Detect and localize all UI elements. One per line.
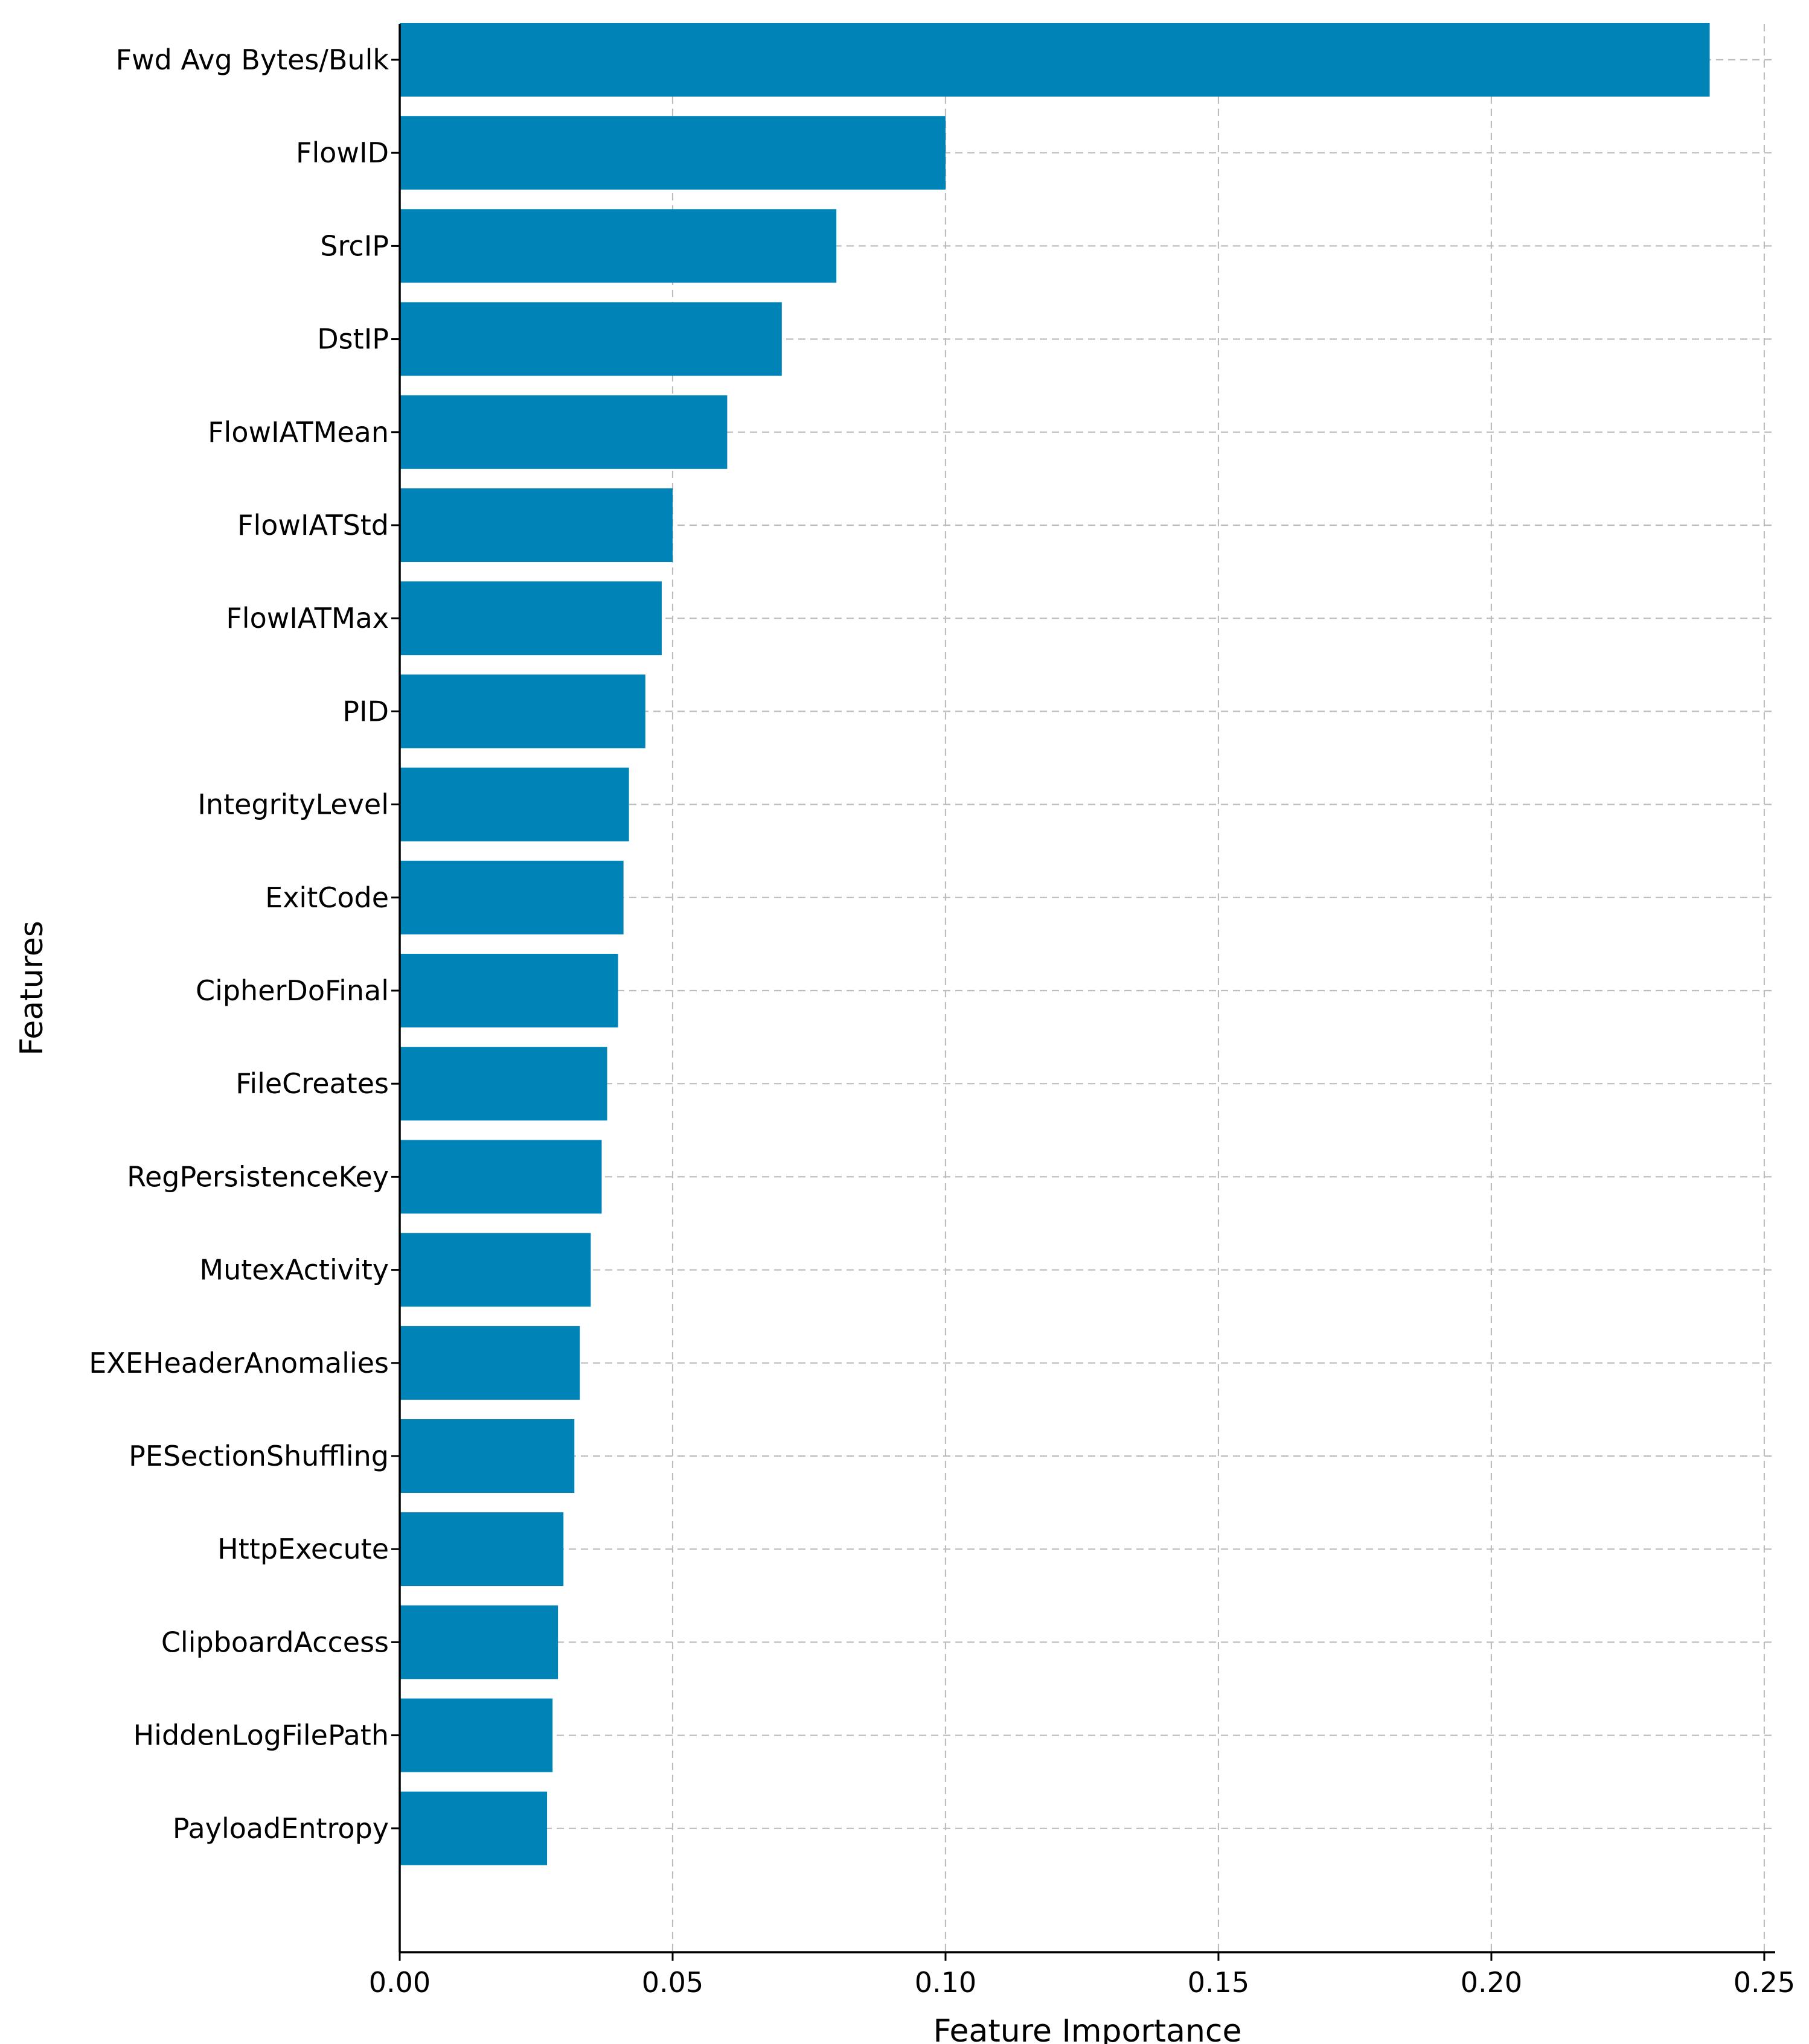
bar (400, 1698, 553, 1772)
bar (400, 23, 1710, 97)
y-tick-label: Fwd Avg Bytes/Bulk (116, 43, 389, 76)
bar (400, 674, 645, 749)
y-tick-label: EXEHeaderAnomalies (89, 1347, 389, 1379)
y-tick-label: HttpExecute (217, 1533, 389, 1565)
y-tick-label: DstIP (317, 323, 389, 356)
bar-layer (400, 23, 1710, 1865)
bar (400, 860, 624, 934)
bar (400, 1419, 575, 1493)
y-tick-label: FlowIATMean (208, 416, 389, 449)
bar (400, 767, 629, 842)
y-tick-label: PID (342, 695, 389, 727)
bar (400, 954, 618, 1027)
bar (400, 302, 782, 376)
y-tick-label: FlowIATStd (237, 509, 389, 541)
y-tick-label: MutexActivity (199, 1254, 389, 1286)
x-tick-label: 0.15 (1188, 1966, 1249, 1999)
y-tick-label: ClipboardAccess (161, 1626, 389, 1658)
bar (400, 1326, 580, 1400)
grid-layer (400, 24, 1775, 1952)
bar (400, 1512, 564, 1586)
x-tick-label: 0.10 (915, 1966, 976, 1999)
bar (400, 1140, 602, 1214)
bar (400, 1791, 548, 1865)
y-axis-label: Features (14, 921, 50, 1056)
x-tick-label: 0.05 (642, 1966, 703, 1999)
label-layer: 0.00 0.05 0.10 0.15 0.20 0.25 Fwd Avg Bytes/Bu… (89, 43, 1795, 1999)
y-tick-label: PayloadEntropy (173, 1812, 389, 1845)
x-axis-label: Feature Importance (933, 2013, 1241, 2044)
y-tick-label: FlowIATMax (226, 602, 389, 634)
y-tick-label: RegPersistenceKey (127, 1160, 389, 1193)
bar (400, 1605, 559, 1679)
y-tick-label: FileCreates (235, 1067, 389, 1100)
x-tick-label: 0.00 (369, 1966, 431, 1999)
x-tick-label: 0.20 (1461, 1966, 1522, 1999)
y-tick-label: ExitCode (265, 881, 389, 914)
x-tick-label: 0.25 (1734, 1966, 1795, 1999)
y-tick-label: CipherDoFinal (196, 974, 389, 1007)
y-tick-label: HiddenLogFilePath (133, 1719, 389, 1752)
bar (400, 116, 946, 190)
y-tick-label: SrcIP (320, 229, 389, 262)
bar (400, 395, 728, 469)
bar (400, 581, 662, 656)
bar (400, 1233, 591, 1307)
bar (400, 488, 673, 562)
y-tick-label: FlowID (296, 136, 389, 169)
y-tick-label: IntegrityLevel (197, 788, 389, 821)
bar (400, 1047, 607, 1121)
y-tick-label: PESectionShuffling (129, 1440, 389, 1472)
axis-layer (391, 24, 1775, 1961)
bar (400, 209, 837, 283)
